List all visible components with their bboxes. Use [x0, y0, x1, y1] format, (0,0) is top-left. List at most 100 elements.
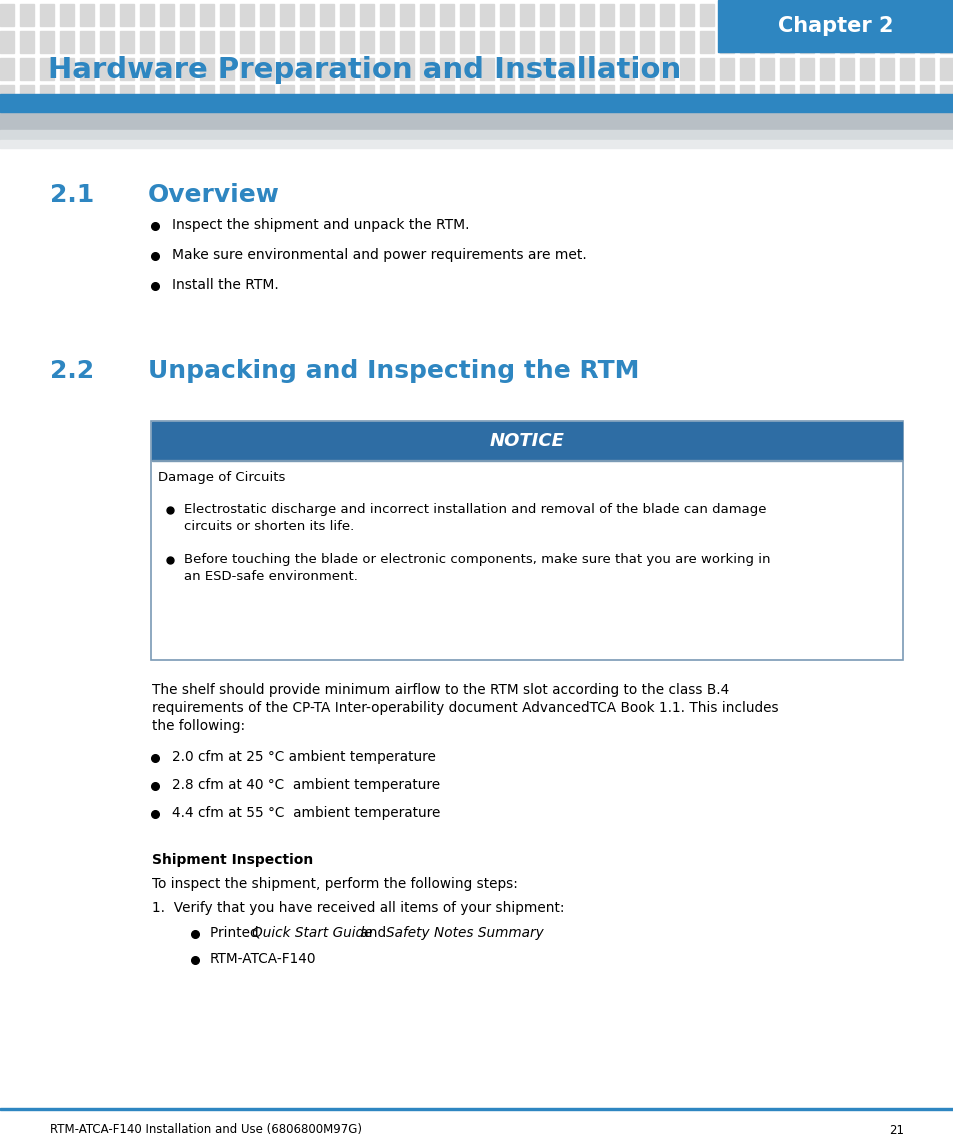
Bar [899, 85, 913, 106]
Bar [0, 31, 14, 53]
Bar [720, 3, 733, 26]
Bar [319, 85, 334, 106]
Bar [120, 31, 133, 53]
Bar [419, 85, 434, 106]
Bar [780, 31, 793, 53]
Bar [200, 31, 213, 53]
Bar [619, 31, 634, 53]
Bar [539, 58, 554, 80]
Bar [160, 85, 173, 106]
Bar [459, 58, 474, 80]
Bar [280, 31, 294, 53]
Bar [359, 3, 374, 26]
Text: Unpacking and Inspecting the RTM: Unpacking and Inspecting the RTM [148, 360, 639, 382]
Text: Make sure environmental and power requirements are met.: Make sure environmental and power requir… [172, 248, 586, 262]
Bar [180, 31, 193, 53]
Text: 21: 21 [888, 1123, 903, 1137]
Bar [760, 3, 773, 26]
Bar [180, 3, 193, 26]
Bar [0, 140, 953, 148]
Bar [800, 58, 813, 80]
Bar [720, 31, 733, 53]
Bar [240, 58, 253, 80]
Bar [679, 3, 693, 26]
Bar [339, 85, 354, 106]
Bar [800, 3, 813, 26]
Bar [859, 31, 873, 53]
Bar [220, 3, 233, 26]
Bar [820, 3, 833, 26]
Bar [120, 3, 133, 26]
Bar [599, 3, 614, 26]
Bar [379, 85, 394, 106]
Bar [260, 31, 274, 53]
Bar [399, 85, 414, 106]
Bar [700, 3, 713, 26]
Bar [840, 31, 853, 53]
Bar [80, 3, 94, 26]
Bar [519, 58, 534, 80]
Bar [639, 31, 654, 53]
Bar [339, 58, 354, 80]
Bar [260, 3, 274, 26]
Bar [0, 94, 953, 112]
Bar [939, 31, 953, 53]
Bar [919, 85, 933, 106]
Bar [459, 85, 474, 106]
Bar [100, 85, 113, 106]
Text: Before touching the blade or electronic components, make sure that you are worki: Before touching the blade or electronic … [184, 553, 770, 566]
Bar [539, 85, 554, 106]
Bar [820, 31, 833, 53]
Bar [60, 31, 74, 53]
Bar [479, 31, 494, 53]
Bar [0, 112, 953, 131]
Text: 2.8 cfm at 40 °C  ambient temperature: 2.8 cfm at 40 °C ambient temperature [172, 777, 439, 792]
Bar [80, 58, 94, 80]
Bar [939, 3, 953, 26]
Bar [240, 3, 253, 26]
Bar [151, 421, 902, 660]
Bar [539, 3, 554, 26]
Bar [659, 58, 673, 80]
Bar [0, 1107, 953, 1110]
Bar [679, 31, 693, 53]
Text: RTM-ATCA-F140: RTM-ATCA-F140 [210, 951, 316, 966]
Bar [939, 85, 953, 106]
Bar [919, 58, 933, 80]
Bar [120, 85, 133, 106]
Bar [760, 85, 773, 106]
Bar [539, 31, 554, 53]
Bar [879, 3, 893, 26]
Text: Hardware Preparation and Installation: Hardware Preparation and Installation [48, 56, 680, 84]
Bar [299, 85, 314, 106]
Bar [80, 85, 94, 106]
Bar [20, 85, 34, 106]
Text: Electrostatic discharge and incorrect installation and removal of the blade can : Electrostatic discharge and incorrect in… [184, 503, 765, 515]
Bar [820, 85, 833, 106]
Bar [140, 85, 153, 106]
Text: Printed: Printed [210, 926, 263, 940]
Bar [479, 3, 494, 26]
Bar [700, 85, 713, 106]
Text: Overview: Overview [148, 183, 279, 207]
Bar [499, 3, 514, 26]
Bar [439, 85, 454, 106]
Bar [180, 85, 193, 106]
Bar [299, 31, 314, 53]
Bar [840, 58, 853, 80]
Bar [60, 85, 74, 106]
Bar [919, 31, 933, 53]
Text: 2.0 cfm at 25 °C ambient temperature: 2.0 cfm at 25 °C ambient temperature [172, 750, 436, 764]
Bar [379, 31, 394, 53]
Bar [579, 3, 594, 26]
Text: circuits or shorten its life.: circuits or shorten its life. [184, 520, 354, 532]
Bar [579, 58, 594, 80]
Bar [800, 85, 813, 106]
Bar [619, 58, 634, 80]
Bar [0, 58, 14, 80]
Bar [200, 85, 213, 106]
Bar [599, 85, 614, 106]
Text: 1.  Verify that you have received all items of your shipment:: 1. Verify that you have received all ite… [152, 901, 564, 915]
Bar [220, 31, 233, 53]
Text: Damage of Circuits: Damage of Circuits [158, 472, 285, 484]
